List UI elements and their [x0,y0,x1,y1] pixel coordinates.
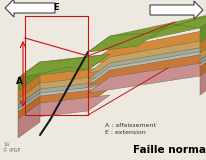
Polygon shape [199,48,206,67]
Polygon shape [199,27,206,53]
Polygon shape [18,103,40,138]
Polygon shape [88,27,206,65]
Polygon shape [88,12,206,52]
Polygon shape [199,44,206,64]
Polygon shape [88,44,206,79]
Polygon shape [199,60,206,95]
Polygon shape [18,75,40,99]
Text: 1a
© IPGP: 1a © IPGP [3,142,20,153]
Text: E: E [53,3,59,12]
Text: A: A [15,77,22,86]
Polygon shape [199,37,206,60]
Polygon shape [88,12,206,52]
Polygon shape [18,89,40,109]
Polygon shape [18,75,109,99]
Polygon shape [199,51,206,76]
Polygon shape [18,95,109,119]
Polygon shape [18,85,109,109]
Polygon shape [18,62,40,91]
Polygon shape [18,67,109,91]
Polygon shape [88,60,206,93]
Polygon shape [5,0,55,17]
Text: E : extension: E : extension [104,130,145,135]
Polygon shape [18,88,109,112]
Polygon shape [88,48,206,83]
Polygon shape [18,54,109,78]
Polygon shape [18,96,40,119]
Text: Faille normale: Faille normale [132,145,206,155]
Polygon shape [18,54,109,78]
Polygon shape [88,51,206,86]
Text: A : affaissement: A : affaissement [104,123,155,128]
Polygon shape [149,1,202,19]
Polygon shape [88,37,206,73]
Polygon shape [18,81,109,105]
Polygon shape [18,93,40,112]
Polygon shape [199,12,206,43]
Polygon shape [18,83,40,105]
